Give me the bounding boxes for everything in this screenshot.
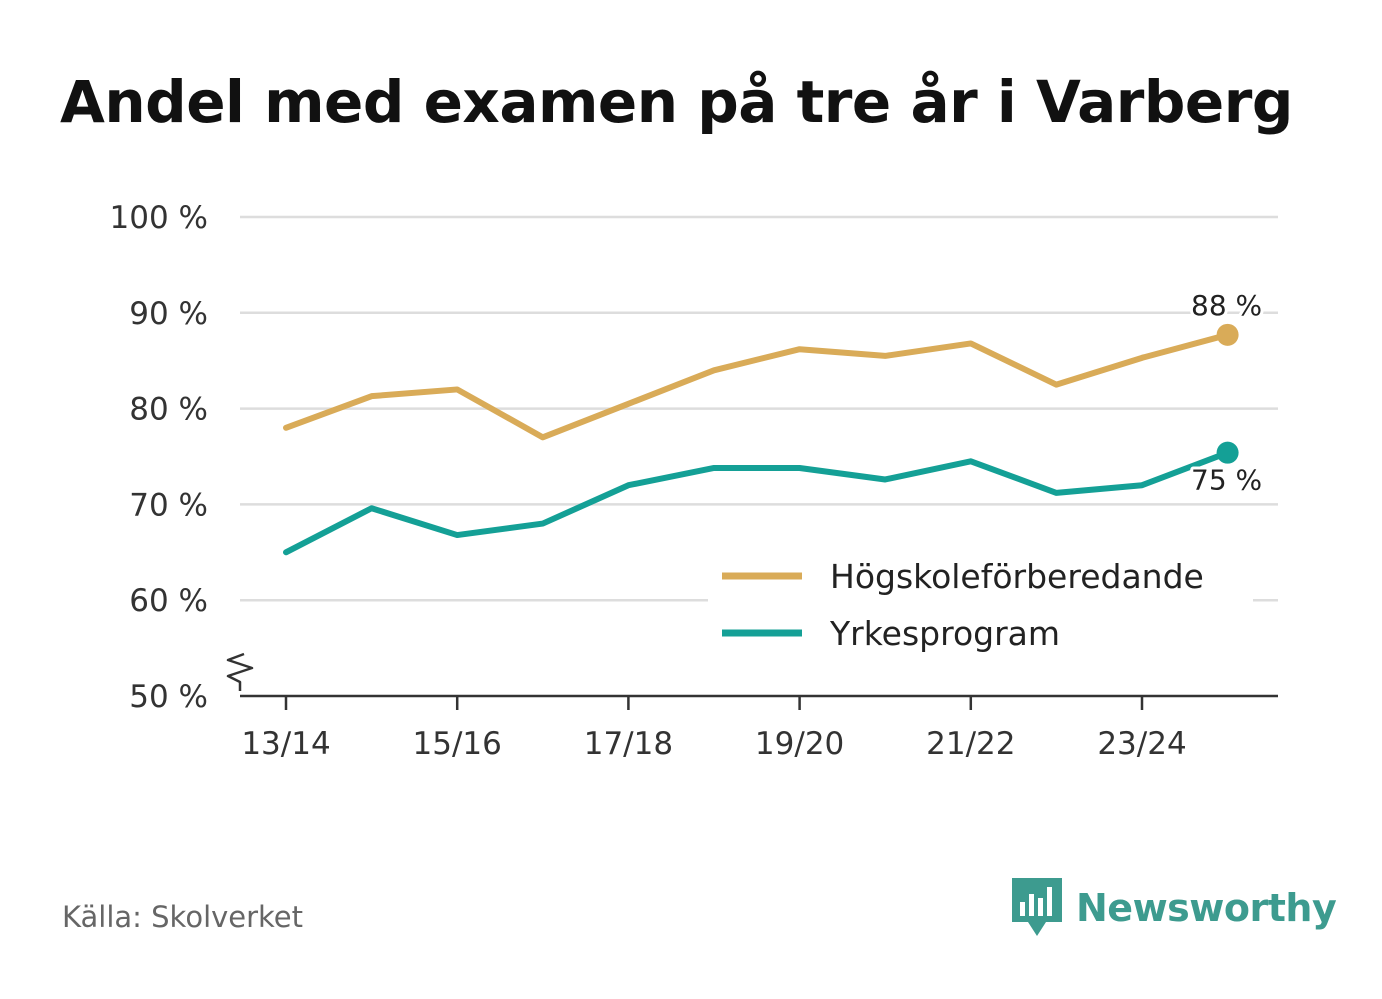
brand-name: Newsworthy xyxy=(1076,886,1337,930)
gridlines xyxy=(240,215,1278,602)
data-label: 88 % xyxy=(1191,289,1262,322)
x-tick-label: 13/14 xyxy=(241,726,330,762)
series-lines: 88 % 75 % xyxy=(283,286,1265,556)
newsworthy-logo-icon xyxy=(1012,878,1062,936)
x-tick-label: 21/22 xyxy=(926,726,1015,762)
series-end-point xyxy=(1216,441,1239,464)
y-tick-label: 100 % xyxy=(110,200,208,236)
legend-background xyxy=(708,545,1253,657)
chart-title: Andel med examen på tre år i Varberg xyxy=(60,68,1293,136)
line-chart: 50 % 60 % 70 % 80 % 90 % 100 % 13/14 15/16 17/1… xyxy=(110,200,1278,762)
axes xyxy=(226,652,1278,698)
legend: Högskoleförberedande Yrkesprogram xyxy=(708,545,1253,657)
x-tick-label: 19/20 xyxy=(755,726,844,762)
x-tick-label: 17/18 xyxy=(584,726,673,762)
series-end-point xyxy=(1216,323,1239,346)
y-tick-label: 60 % xyxy=(129,583,208,619)
y-tick-label: 90 % xyxy=(129,296,208,332)
series-line xyxy=(283,331,1231,441)
data-label: 75 % xyxy=(1191,464,1262,497)
x-tick-label: 15/16 xyxy=(413,726,502,762)
legend-label: Yrkesprogram xyxy=(829,614,1060,653)
y-tick-label: 70 % xyxy=(129,487,208,523)
series-line xyxy=(283,449,1231,556)
x-tick-label: 23/24 xyxy=(1097,726,1186,762)
brand-logo: Newsworthy xyxy=(1012,878,1337,938)
axis-break-mark xyxy=(226,652,254,691)
x-axis-ticks: 13/14 15/16 17/18 19/20 21/22 23/24 xyxy=(241,696,1187,762)
source-note: Källa: Skolverket xyxy=(62,900,304,934)
y-tick-label: 80 % xyxy=(129,392,208,428)
y-tick-label: 50 % xyxy=(129,679,208,715)
legend-label: Högskoleförberedande xyxy=(830,557,1204,596)
y-axis-ticks: 50 % 60 % 70 % 80 % 90 % 100 % xyxy=(110,200,208,715)
